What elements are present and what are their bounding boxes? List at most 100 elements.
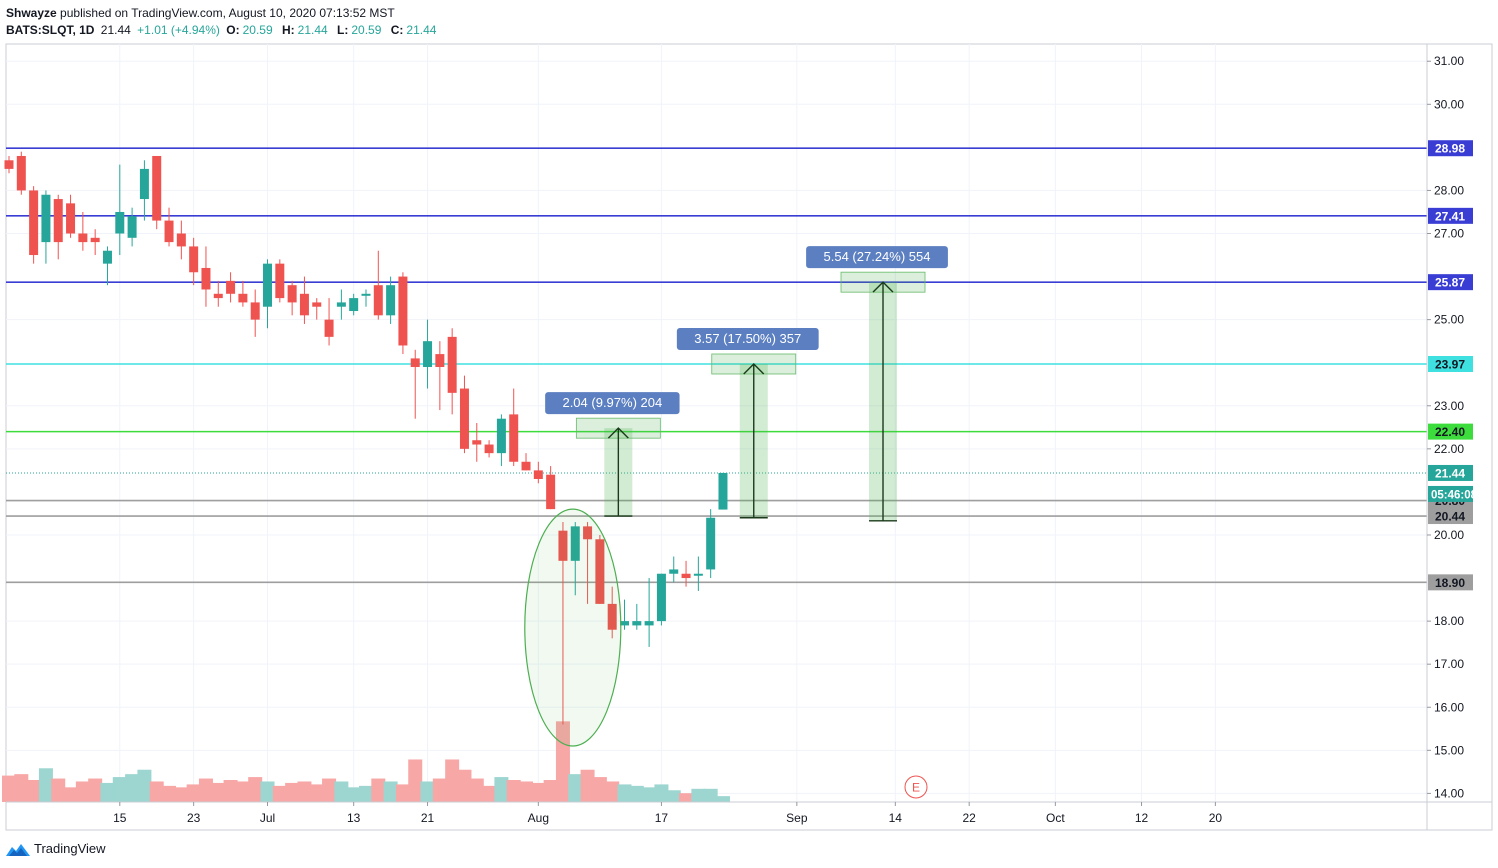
brand-name[interactable]: TradingView	[34, 841, 106, 856]
candle-body	[681, 573, 691, 579]
volume-bar	[371, 778, 386, 802]
volume-bar	[629, 785, 644, 802]
y-tick-label: 17.00	[1434, 657, 1464, 671]
chart-header: Shwayze published on TradingView.com, Au…	[6, 5, 442, 39]
volume-bar	[285, 782, 300, 802]
volume-bar	[272, 785, 287, 802]
volume-bar	[482, 785, 497, 802]
earnings-marker-circle	[904, 775, 928, 799]
volume-bar	[469, 778, 484, 802]
x-tick-label: 12	[1135, 811, 1149, 825]
candle-body	[632, 621, 642, 626]
volume-bar	[519, 781, 534, 802]
time-axis[interactable]: 15 23 Jul 13 21 Aug 17 Sep 14 22 Oct 12 20	[6, 801, 1492, 825]
volume-bar	[309, 784, 324, 802]
volume-bar	[691, 788, 706, 802]
volume-bar	[543, 780, 558, 802]
volume-bars	[2, 721, 730, 802]
price-label-27.41-bg	[1428, 207, 1473, 224]
candle-body	[226, 280, 236, 294]
volume-bar	[679, 793, 694, 802]
y-tick-label: 31.00	[1434, 54, 1464, 68]
close-value: 21.44	[406, 23, 437, 37]
candle-body	[16, 155, 26, 191]
price-label-18.90-bg	[1428, 574, 1473, 591]
candle-body	[78, 233, 88, 243]
candle-body	[386, 285, 396, 316]
x-tick-label: 22	[963, 811, 977, 825]
y-tick-label: 25.00	[1434, 313, 1464, 327]
countdown-bg	[1428, 485, 1473, 502]
highlight-ellipse	[524, 508, 622, 747]
candle-body	[521, 461, 531, 471]
volume-bar	[260, 781, 275, 802]
y-tick-label: 30.00	[1434, 97, 1464, 111]
price-label-22.40-bg	[1428, 423, 1473, 440]
y-tick-label: 18.00	[1434, 614, 1464, 628]
candle-body	[250, 302, 260, 320]
volume-bar	[395, 784, 410, 802]
candle-body	[299, 293, 309, 316]
low-value: 20.59	[351, 23, 382, 37]
volume-bar	[642, 787, 657, 802]
candle-body	[238, 293, 248, 303]
volume-bar	[605, 781, 620, 802]
volume-bar	[174, 787, 189, 802]
earnings-marker-label: E	[912, 781, 920, 795]
author-name[interactable]: Shwayze	[6, 6, 57, 20]
close-label: C:	[390, 23, 404, 37]
volume-bar	[162, 785, 177, 802]
y-tick-label: 16.00	[1434, 700, 1464, 714]
candle-body	[90, 237, 100, 243]
volume-bar	[198, 778, 213, 802]
volume-bar	[223, 780, 238, 802]
price-axis[interactable]: 14.00 15.00 16.00 17.00 18.00 20.00 22.00 23.00…	[1426, 44, 1464, 830]
candle-body	[656, 573, 666, 622]
candle-body	[102, 250, 112, 264]
countdown-label: 05:46:08	[1431, 489, 1478, 501]
measure-arrow-head	[607, 427, 629, 439]
candle-body	[410, 358, 420, 368]
price-label-25.87: 25.87	[1435, 276, 1465, 290]
tradingview-logo-icon	[6, 843, 30, 856]
low-label: L:	[337, 23, 349, 37]
volume-bar	[408, 759, 423, 802]
price-label-28.98: 28.98	[1435, 142, 1465, 156]
candle-body	[570, 526, 580, 561]
measure-label-bg	[545, 392, 680, 415]
price-label-21.44: 21.44	[1435, 466, 1465, 480]
x-tick-label: Sep	[786, 811, 808, 825]
horizontal-levels	[6, 147, 1427, 584]
x-tick-label: Jul	[260, 811, 275, 825]
candle-body	[669, 569, 679, 574]
y-tick-label: 22.00	[1434, 442, 1464, 456]
volume-bar	[38, 768, 53, 802]
price-label-21.44-bg	[1428, 464, 1473, 481]
price-label-25.87-bg	[1428, 274, 1473, 291]
candle-body	[324, 319, 334, 337]
candle-body	[115, 211, 125, 234]
candle-body	[53, 199, 63, 243]
candle-body	[349, 298, 359, 312]
footer: TradingView	[6, 841, 106, 856]
x-tick-label: Aug	[528, 811, 549, 825]
volume-bar	[654, 784, 669, 802]
y-tick-label: 14.00	[1434, 786, 1464, 800]
earnings-event-marker[interactable]: E	[904, 775, 928, 799]
volume-bar	[75, 781, 90, 802]
symbol-label[interactable]: BATS:SLQT, 1D	[6, 23, 95, 37]
volume-bar	[715, 796, 730, 802]
price-label-23.97: 23.97	[1435, 357, 1465, 371]
candle-body	[127, 216, 137, 238]
candle-body	[447, 336, 457, 393]
open-label: O:	[226, 23, 240, 37]
volume-bar	[531, 782, 546, 802]
measure-arrow-head	[872, 281, 894, 293]
candle-body	[509, 414, 519, 462]
x-tick-label: 20	[1209, 811, 1223, 825]
measure-label-bg	[676, 327, 819, 350]
candle-body	[423, 341, 433, 368]
candle-body	[164, 220, 174, 243]
volume-bar	[137, 769, 152, 802]
